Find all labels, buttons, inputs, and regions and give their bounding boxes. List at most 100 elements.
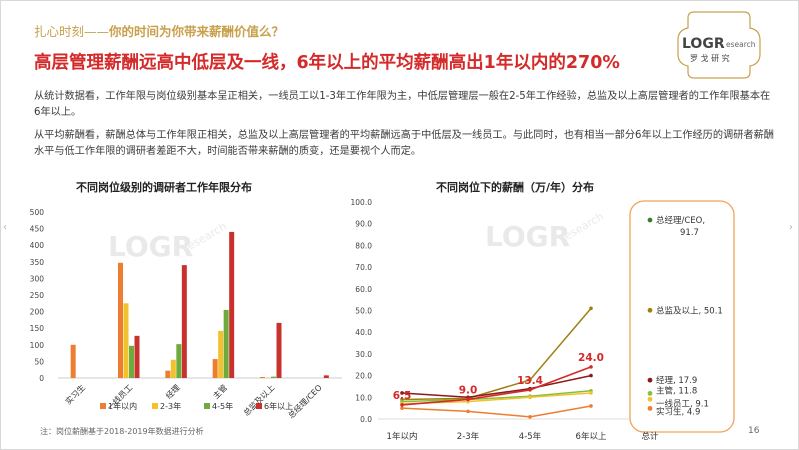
left-x-tick-label: 总监及以上 bbox=[241, 382, 276, 417]
logo-tag: esearch bbox=[726, 40, 756, 49]
kicker-main: 你的时间为你带来薪酬价值么？ bbox=[109, 24, 285, 39]
bar bbox=[323, 375, 329, 378]
right-chart-title: 不同岗位下的薪酬（万/年）分布 bbox=[436, 181, 595, 194]
right-y-tick-label: 70.0 bbox=[355, 263, 372, 272]
prev-arrow-icon[interactable]: ‹ bbox=[3, 222, 7, 233]
series-point bbox=[528, 395, 532, 400]
left-watermark-mark: LOGR bbox=[108, 230, 193, 263]
right-watermark: LOGR esearch bbox=[485, 210, 606, 253]
total-point bbox=[647, 405, 653, 411]
bar bbox=[212, 359, 218, 378]
total-label: 总经理/CEO, 91.7 bbox=[656, 215, 705, 238]
total-label: 经理, 17.9 bbox=[656, 375, 697, 386]
bar bbox=[276, 322, 282, 378]
bar bbox=[70, 344, 76, 378]
right-y-tick-label: 10.0 bbox=[355, 393, 372, 402]
legend-label: 6年以上 bbox=[264, 401, 293, 411]
bar bbox=[260, 377, 265, 378]
legend-swatch bbox=[204, 403, 210, 409]
legend-swatch bbox=[256, 403, 262, 409]
right-labels: 6.5 9.0 13.4 24.0 总经理/CEO, 91.7 总监及以上, 50.1 经理,… bbox=[393, 215, 723, 417]
logo-cn: 罗 戈 研 究 bbox=[690, 53, 730, 63]
paragraph-1: 从统计数据看，工作年限与岗位级别基本呈正相关，一线员工以1-3年工作年限为主，中… bbox=[34, 91, 771, 118]
legend-label: 4-5年 bbox=[212, 401, 233, 411]
right-line-chart: LOGR esearch 0.0 10.0 20.0 30.0 40.0 50.0 60.0… bbox=[351, 198, 735, 442]
total-point bbox=[647, 396, 653, 402]
page-headline: 高层管理薪酬远高中低层及一线，6年以上的平均薪酬高出1年以内的270% bbox=[34, 53, 620, 73]
series-line bbox=[401, 390, 592, 403]
left-y-tick-label: 400 bbox=[30, 241, 45, 250]
series-point bbox=[528, 415, 532, 419]
left-y-tick-label: 250 bbox=[30, 291, 45, 300]
total-point bbox=[647, 377, 653, 383]
avg-data-label: 13.4 bbox=[517, 375, 543, 387]
right-y-tick-label: 90.0 bbox=[355, 220, 372, 229]
total-point bbox=[647, 390, 653, 396]
logo-badge-frame bbox=[677, 11, 761, 79]
left-y-tick-label: 150 bbox=[30, 324, 45, 333]
footnote: 注：岗位薪酬基于2018-2019年数据进行分析 bbox=[40, 427, 204, 436]
logo-mark: LOGR bbox=[682, 36, 725, 52]
left-chart-title: 不同岗位级别的调研者工作年限分布 bbox=[76, 181, 252, 194]
series-line bbox=[401, 374, 592, 399]
bar bbox=[181, 265, 187, 378]
left-y-tick-label: 0 bbox=[39, 374, 44, 383]
right-lines bbox=[400, 217, 653, 419]
bar bbox=[170, 359, 176, 378]
bar bbox=[229, 231, 235, 378]
kicker: 扎心时刻——你的时间为你带来薪酬价值么？ bbox=[34, 21, 284, 40]
left-x-tick-label: 实习生 bbox=[63, 382, 87, 406]
bar bbox=[165, 370, 171, 378]
series-point bbox=[466, 397, 470, 402]
left-y-tick-label: 200 bbox=[30, 308, 45, 317]
left-y-tick-label: 500 bbox=[30, 208, 45, 217]
series-point bbox=[589, 306, 593, 311]
left-y-tick-label: 350 bbox=[30, 258, 45, 267]
left-bars bbox=[70, 231, 329, 378]
page-number: 16 bbox=[748, 426, 760, 436]
left-x-tick-label: 经理 bbox=[163, 382, 181, 400]
total-point bbox=[647, 217, 653, 223]
right-y-tick-label: 60.0 bbox=[355, 285, 372, 294]
avg-data-label: 6.5 bbox=[393, 390, 412, 402]
right-y-tick-label: 0.0 bbox=[360, 415, 372, 424]
legend-label: 1年以内 bbox=[108, 401, 137, 411]
right-y-tick-label: 80.0 bbox=[355, 241, 372, 250]
series-point bbox=[589, 391, 593, 395]
right-y-tick-label: 20.0 bbox=[355, 372, 372, 381]
left-watermark: LOGR esearch bbox=[108, 220, 229, 263]
right-x-tick-label: 总计 bbox=[641, 431, 659, 442]
total-label: 主管, 11.8 bbox=[656, 385, 697, 396]
bar bbox=[176, 344, 182, 378]
left-y-tick-label: 50 bbox=[34, 357, 44, 366]
right-y-tick-label: 50.0 bbox=[355, 307, 372, 316]
right-x-tick-label: 4-5年 bbox=[519, 431, 542, 442]
bar bbox=[134, 335, 140, 378]
legend-highlight-box bbox=[629, 200, 735, 433]
series-point bbox=[589, 373, 593, 378]
series-line bbox=[401, 405, 592, 418]
paragraph-2: 从平均薪酬看，薪酬总体与工作年限正相关，总监及以上高层管理者的平均薪酬远高于中低… bbox=[34, 130, 774, 157]
left-y-tick-label: 450 bbox=[30, 225, 45, 234]
series-point bbox=[528, 388, 532, 392]
left-x-tick-label: 主管 bbox=[211, 382, 229, 400]
avg-data-label: 9.0 bbox=[459, 384, 478, 396]
bar bbox=[129, 345, 134, 378]
avg-data-label: 24.0 bbox=[578, 352, 604, 364]
series-line bbox=[401, 366, 592, 406]
total-point bbox=[647, 307, 653, 313]
total-label: 总监及以上, 50.1 bbox=[656, 305, 723, 316]
left-y-tick-label: 300 bbox=[30, 274, 45, 283]
right-watermark-mark: LOGR bbox=[485, 220, 570, 253]
right-x-tick-label: 6年以上 bbox=[576, 431, 607, 442]
right-x-tick-label: 2-3年 bbox=[457, 431, 480, 442]
bar bbox=[118, 262, 123, 378]
bar bbox=[123, 303, 129, 378]
bar bbox=[271, 376, 276, 378]
right-y-tick-label: 100.0 bbox=[351, 198, 373, 207]
series-point bbox=[400, 406, 404, 410]
series-point bbox=[400, 391, 404, 395]
series-point bbox=[528, 378, 532, 382]
right-y-tick-label: 40.0 bbox=[355, 328, 372, 337]
next-arrow-icon[interactable]: › bbox=[789, 222, 793, 233]
